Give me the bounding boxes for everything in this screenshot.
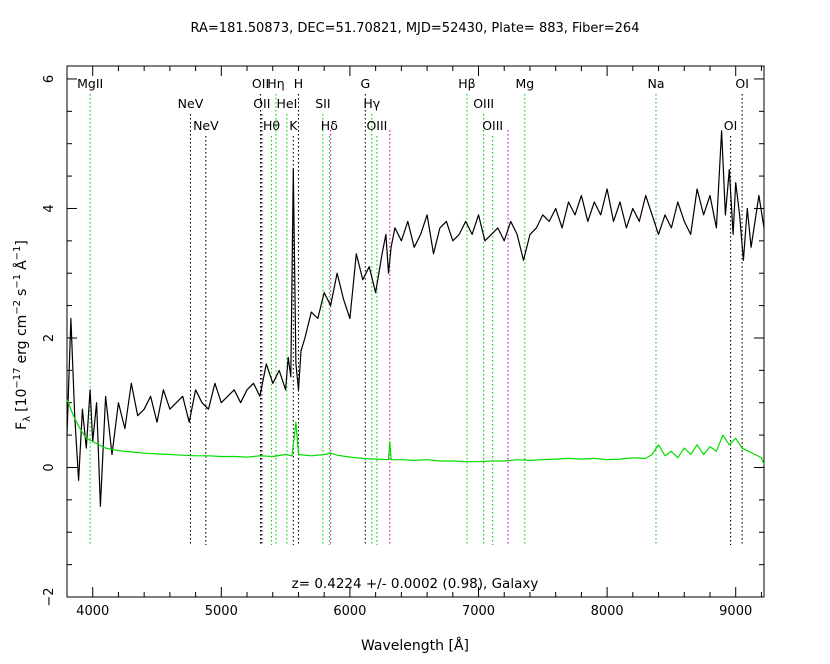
plot-frame: [66, 65, 765, 598]
spectral-line-label: NeV: [178, 96, 204, 111]
plot-area: 4000 5000 6000 7000 8000 9000 −2 0 2 4 6 MgII NeV NeV…: [42, 65, 765, 619]
chart-title: RA=181.50873, DEC=51.70821, MJD=52430, P…: [191, 21, 640, 36]
y-label-exp4: −1: [12, 246, 23, 261]
x-tick-label: 4000: [76, 604, 109, 619]
spectral-line-label: HeI: [277, 96, 298, 111]
y-tick-label: 2: [42, 334, 57, 342]
spectral-line-label: Hθ: [263, 118, 280, 133]
spectral-line-label: Hη: [267, 76, 284, 91]
x-tick-label: 5000: [205, 604, 238, 619]
y-label-close: ]: [14, 240, 30, 245]
spectral-line-label: H: [294, 76, 303, 91]
spectral-line-label: OIII: [366, 118, 387, 133]
spectral-line-label: OI: [724, 118, 738, 133]
spectral-line-label: OIII: [473, 96, 494, 111]
y-axis-label: Fλ[10−17erg cm−2s−1Å−1]: [12, 240, 33, 430]
spectral-line-label: NeV: [193, 118, 219, 133]
y-label-open: [10: [14, 389, 30, 412]
y-tick-label: 6: [42, 75, 57, 83]
y-tick-label: −2: [42, 587, 57, 606]
spectral-line-label: Hδ: [321, 118, 338, 133]
y-label-exp1: −17: [12, 368, 23, 389]
y-tick-label: 4: [42, 204, 57, 212]
spectral-line-label: K: [289, 118, 298, 133]
y-label-unit2: s: [14, 289, 30, 296]
x-axis-label: Wavelength [Å]: [361, 637, 469, 654]
spectral-line-label: Hγ: [363, 96, 380, 111]
x-tick-label: 6000: [333, 604, 366, 619]
redshift-annotation: z= 0.4224 +/- 0.0002 (0.98), Galaxy: [292, 576, 539, 592]
x-tick-label: 8000: [591, 604, 624, 619]
spectral-line-label: OI: [735, 76, 749, 91]
spectral-line-label: OII: [253, 96, 270, 111]
y-label-f-sub: λ: [22, 416, 33, 422]
spectral-line-label: SII: [315, 96, 330, 111]
spectral-line-label: G: [361, 76, 371, 91]
flux-series-line: [66, 130, 765, 507]
y-label-exp3: −1: [12, 274, 23, 289]
spectral-line-label: OIII: [482, 118, 503, 133]
y-tick-label: 0: [42, 463, 57, 471]
spectral-line-label: Na: [647, 76, 664, 91]
spectral-line-label: MgII: [77, 76, 103, 91]
spectral-line-label: Mg: [515, 76, 534, 91]
y-label-exp2: −2: [12, 300, 23, 315]
error-series-line: [66, 399, 765, 465]
x-tick-label: 9000: [719, 604, 752, 619]
y-label-unit1: erg cm: [14, 315, 30, 364]
spectral-line-label: Hβ: [458, 76, 475, 91]
y-label-unit3: Å: [13, 260, 30, 270]
spectral-line-label: OII: [252, 76, 269, 91]
x-tick-label: 7000: [462, 604, 495, 619]
y-label-f: F: [14, 422, 30, 430]
